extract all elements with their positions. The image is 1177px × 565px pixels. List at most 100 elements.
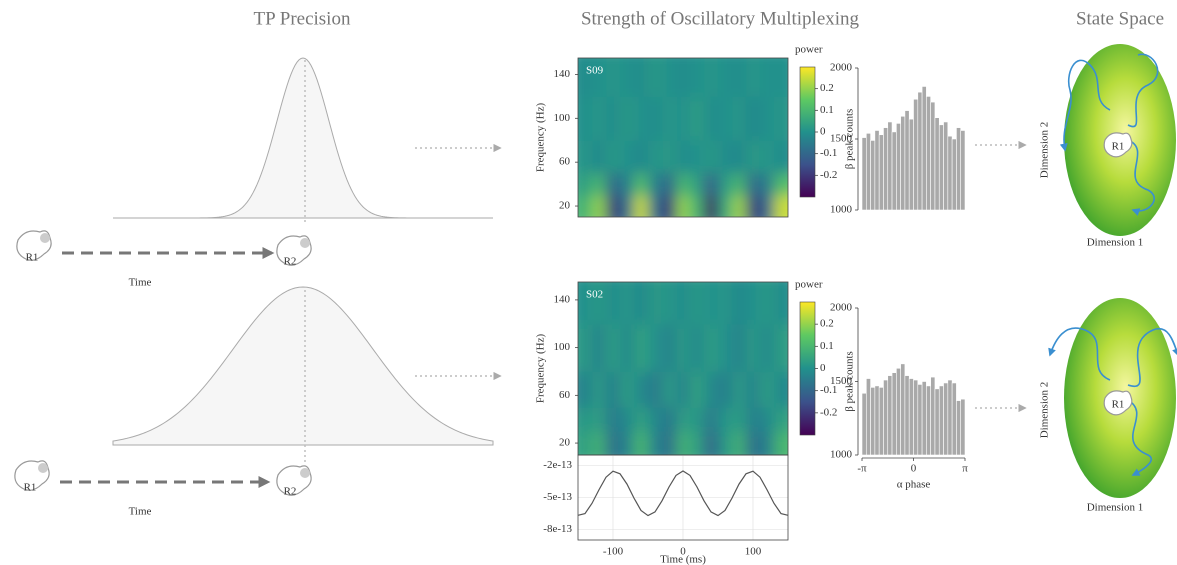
heatmap-cell <box>690 96 705 141</box>
heatmap-cell <box>774 140 788 174</box>
x-tick-label: π <box>962 463 968 475</box>
heatmap-cell <box>662 58 677 97</box>
heatmap-cell <box>662 323 677 372</box>
heatmap-cell <box>774 195 788 217</box>
x-tick-label: 100 <box>745 546 762 558</box>
heatmap-cell <box>704 96 719 141</box>
heatmap-cell <box>732 371 747 408</box>
heatmap-cell <box>746 140 761 174</box>
y-tick-label: 100 <box>554 112 571 124</box>
panel-title: TP Precision <box>254 8 351 29</box>
heatmap-cell <box>634 173 649 196</box>
heatmap-cell <box>606 407 621 432</box>
timing-row: R1 R2 Time <box>16 60 312 289</box>
heatmap-cell <box>718 96 733 141</box>
heatmap-cell <box>774 282 788 325</box>
y-tick-label: 20 <box>559 200 571 212</box>
y-tick-label: 2000 <box>830 62 853 74</box>
bar <box>904 110 910 211</box>
trace <box>577 470 789 517</box>
y-tick-label: 1000 <box>830 449 853 461</box>
bar <box>878 387 884 456</box>
bar <box>943 382 949 456</box>
y-tick-label: 20 <box>559 437 571 449</box>
bar <box>938 124 944 211</box>
heatmap-cell <box>704 407 719 432</box>
colorbar-tick-label: -0.2 <box>820 169 837 181</box>
heatmap-cell <box>578 195 593 217</box>
bar <box>900 363 906 456</box>
y-tick-label: 1500 <box>830 133 853 145</box>
heatmap-cell <box>592 431 607 455</box>
bar <box>956 400 962 456</box>
heatmap-cell <box>620 140 635 174</box>
y-tick-label: -2e-13 <box>543 459 572 471</box>
y-tick-label: -8e-13 <box>543 523 572 535</box>
heatmap-cell <box>718 371 733 408</box>
heatmap-cell <box>662 371 677 408</box>
heatmap-cell <box>620 407 635 432</box>
y-tick-label: 140 <box>554 68 571 80</box>
bar <box>883 127 889 211</box>
y-tick-label: 60 <box>559 389 571 401</box>
heatmap-cell <box>746 371 761 408</box>
trajectory <box>1127 399 1153 476</box>
bar <box>896 123 901 211</box>
hand-label: R1 <box>1112 141 1125 153</box>
heatmap-cell <box>606 58 621 97</box>
heatmap-cell <box>760 58 775 97</box>
y-tick-label: 1000 <box>830 204 853 216</box>
heatmap-cell <box>606 323 621 372</box>
heatmap-cell <box>620 431 635 455</box>
heatmap-cell <box>606 195 621 217</box>
axis-label: Time <box>129 277 152 289</box>
hand-label: R2 <box>284 256 297 268</box>
bar <box>908 118 914 211</box>
heatmap-cell <box>606 371 621 408</box>
tap <box>38 463 48 473</box>
heatmap-cell <box>648 140 663 174</box>
bar <box>951 138 957 211</box>
heatmap-cell <box>732 195 747 217</box>
colorbar-tick-label: 0.1 <box>820 104 834 116</box>
heatmap-cell <box>648 173 663 196</box>
heatmap-cell <box>578 140 593 174</box>
y-axis-label: Frequency (Hz) <box>535 103 547 173</box>
heatmap-cell <box>774 58 788 97</box>
heatmap-cell <box>704 140 719 174</box>
heatmap-cell <box>676 371 691 408</box>
colorbar-tick-label: -0.2 <box>820 406 837 418</box>
heatmap-cell <box>634 96 649 141</box>
bar <box>904 375 910 456</box>
heatmap-cell <box>704 195 719 217</box>
x-tick-label: -π <box>857 463 867 475</box>
heatmap-cell <box>578 407 593 432</box>
bar <box>874 385 880 456</box>
heatmap-cell <box>732 323 747 372</box>
heatmap-field <box>578 58 788 217</box>
heatmap-cell <box>760 431 775 455</box>
heatmap-cell <box>732 58 747 97</box>
heatmap-cell <box>690 407 705 432</box>
heatmap-cell <box>760 323 775 372</box>
heatmap-cell <box>690 282 705 325</box>
heatmap-cell <box>704 58 719 97</box>
heatmap-cell <box>760 407 775 432</box>
plot-frame <box>577 454 789 541</box>
colorbar-tick-label: -0.1 <box>820 384 837 396</box>
heatmap-cell <box>662 195 677 217</box>
heatmap-cell <box>732 282 747 325</box>
heatmap-cell <box>746 323 761 372</box>
bar <box>930 101 936 211</box>
bar <box>943 121 949 211</box>
heatmap-cell <box>690 195 705 217</box>
y-tick-label: -5e-13 <box>543 491 572 503</box>
heatmap-cell <box>634 140 649 174</box>
colorbar-label: power <box>795 279 823 291</box>
heatmap-cell <box>760 195 775 217</box>
hand-label: R2 <box>284 486 297 498</box>
heatmap-cell <box>704 282 719 325</box>
heatmap-cell <box>676 58 691 97</box>
bar <box>917 384 923 456</box>
